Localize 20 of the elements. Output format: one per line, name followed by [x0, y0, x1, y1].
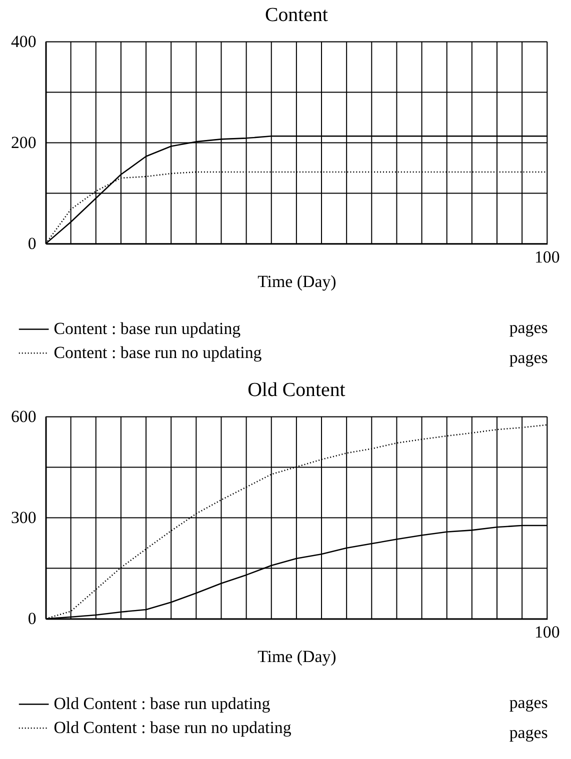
- text: pages: [509, 348, 548, 368]
- y-tick-label: 0: [28, 609, 36, 628]
- text: pages: [509, 318, 548, 338]
- y-tick-label: 200: [10, 133, 36, 152]
- x-axis-title: Time (Day): [258, 646, 336, 666]
- legend-label: Old Content : base run no updating: [54, 718, 292, 738]
- y-tick-label: 600: [10, 407, 36, 426]
- text: 100: [534, 248, 560, 267]
- text: 100: [534, 622, 560, 642]
- text: pages: [509, 723, 548, 742]
- legend-label: Content : base run updating: [54, 319, 242, 338]
- y-tick-label: 400: [10, 32, 36, 52]
- x-axis-title: Time (Day): [258, 272, 336, 291]
- legend-label: Old Content : base run updating: [54, 694, 271, 714]
- y-tick-label: 300: [10, 508, 36, 528]
- legend-label: Content : base run no updating: [54, 343, 262, 362]
- chart-title: Content: [264, 4, 328, 26]
- text: pages: [509, 693, 548, 712]
- chart-title: Old Content: [248, 378, 346, 401]
- y-tick-label: 0: [28, 234, 36, 254]
